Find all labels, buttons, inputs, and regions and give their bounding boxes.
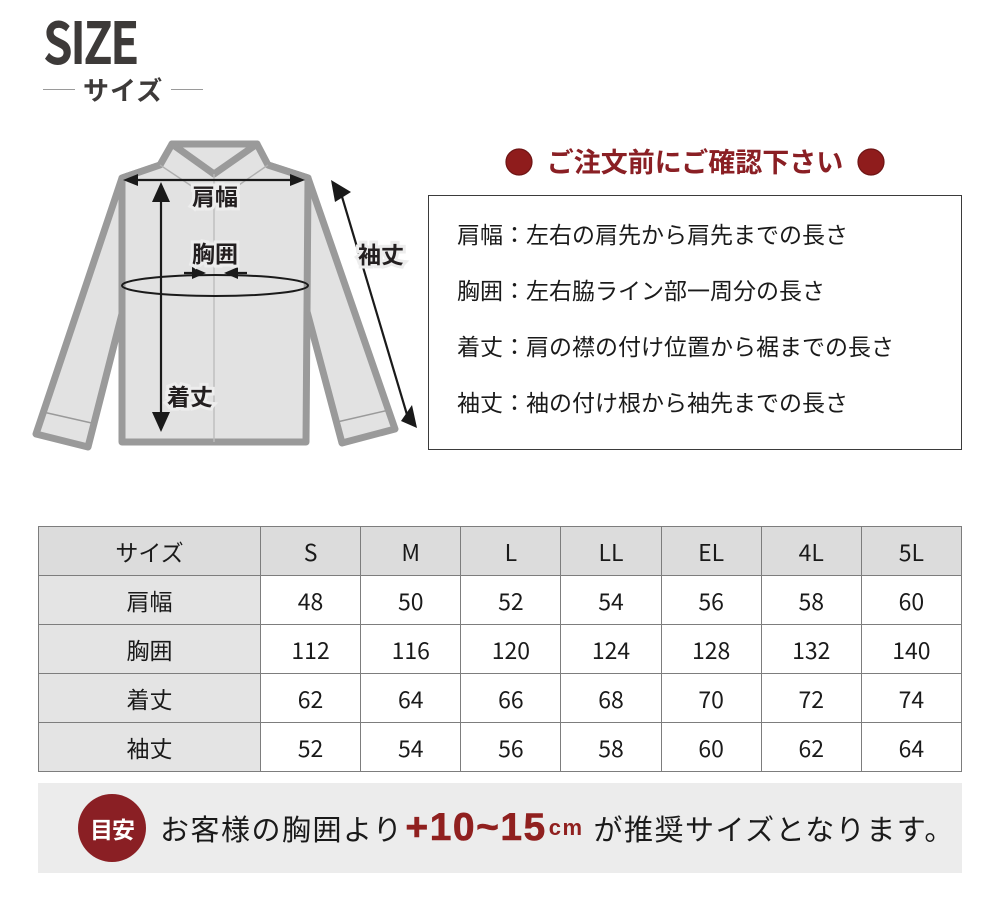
svg-text:胸囲: 胸囲 [192,235,238,269]
svg-text:袖丈: 袖丈 [358,236,404,270]
svg-text:肩幅: 肩幅 [192,178,238,212]
svg-text:着丈: 着丈 [167,378,213,412]
